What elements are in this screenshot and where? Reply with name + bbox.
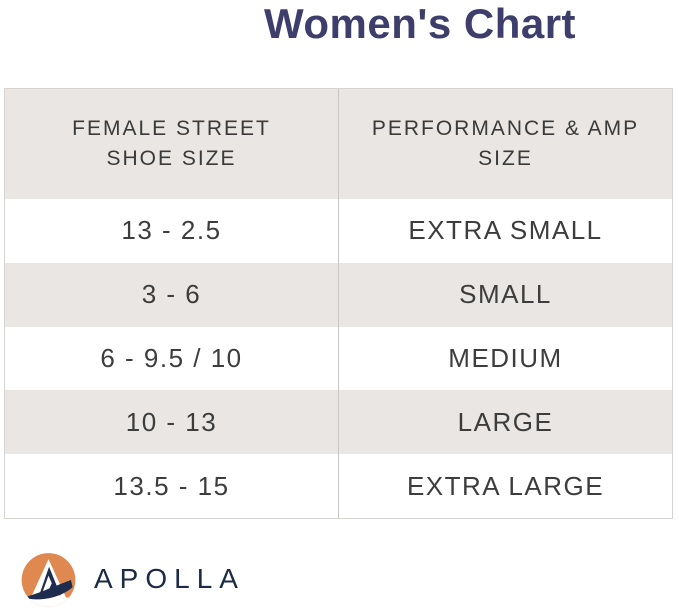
table-row: 13.5 - 15 EXTRA LARGE	[5, 454, 672, 518]
header-cell-amp-size: PERFORMANCE & AMP SIZE	[339, 89, 672, 199]
cell-shoe-size: 3 - 6	[5, 262, 339, 327]
table-row: 10 - 13 LARGE	[5, 390, 672, 455]
header-amp-size-line2: SIZE	[478, 147, 533, 170]
brand-name: APOLLA	[94, 563, 245, 594]
brand-footer: APOLLA	[0, 548, 679, 613]
cell-shoe-size: 6 - 9.5 / 10	[5, 326, 339, 391]
header-cell-shoe-size: FEMALE STREET SHOE SIZE	[5, 89, 339, 199]
size-table: FEMALE STREET SHOE SIZE PERFORMANCE & AM…	[4, 88, 673, 519]
cell-amp-size: EXTRA SMALL	[408, 215, 603, 246]
cell-amp-size: MEDIUM	[448, 342, 563, 373]
cell-shoe-size: 13.5 - 15	[5, 454, 339, 518]
cell-amp-size: SMALL	[459, 279, 552, 310]
cell-shoe-size: 10 - 13	[5, 390, 339, 455]
header-shoe-size-line2: SHOE SIZE	[106, 147, 237, 170]
page-title: Women's Chart	[263, 0, 577, 47]
cell-amp-size: EXTRA LARGE	[406, 470, 605, 501]
header-amp-size-line1: PERFORMANCE & AMP	[371, 117, 640, 140]
table-header-row: FEMALE STREET SHOE SIZE PERFORMANCE & AM…	[5, 89, 672, 199]
apolla-mountain-a-icon	[21, 552, 76, 609]
table-row: 6 - 9.5 / 10 MEDIUM	[5, 326, 672, 391]
cell-amp-size: LARGE	[457, 406, 554, 437]
table-row: 13 - 2.5 EXTRA SMALL	[5, 199, 672, 263]
header-shoe-size-line1: FEMALE STREET	[72, 117, 271, 140]
table-row: 3 - 6 SMALL	[5, 262, 672, 327]
cell-shoe-size: 13 - 2.5	[5, 199, 339, 263]
